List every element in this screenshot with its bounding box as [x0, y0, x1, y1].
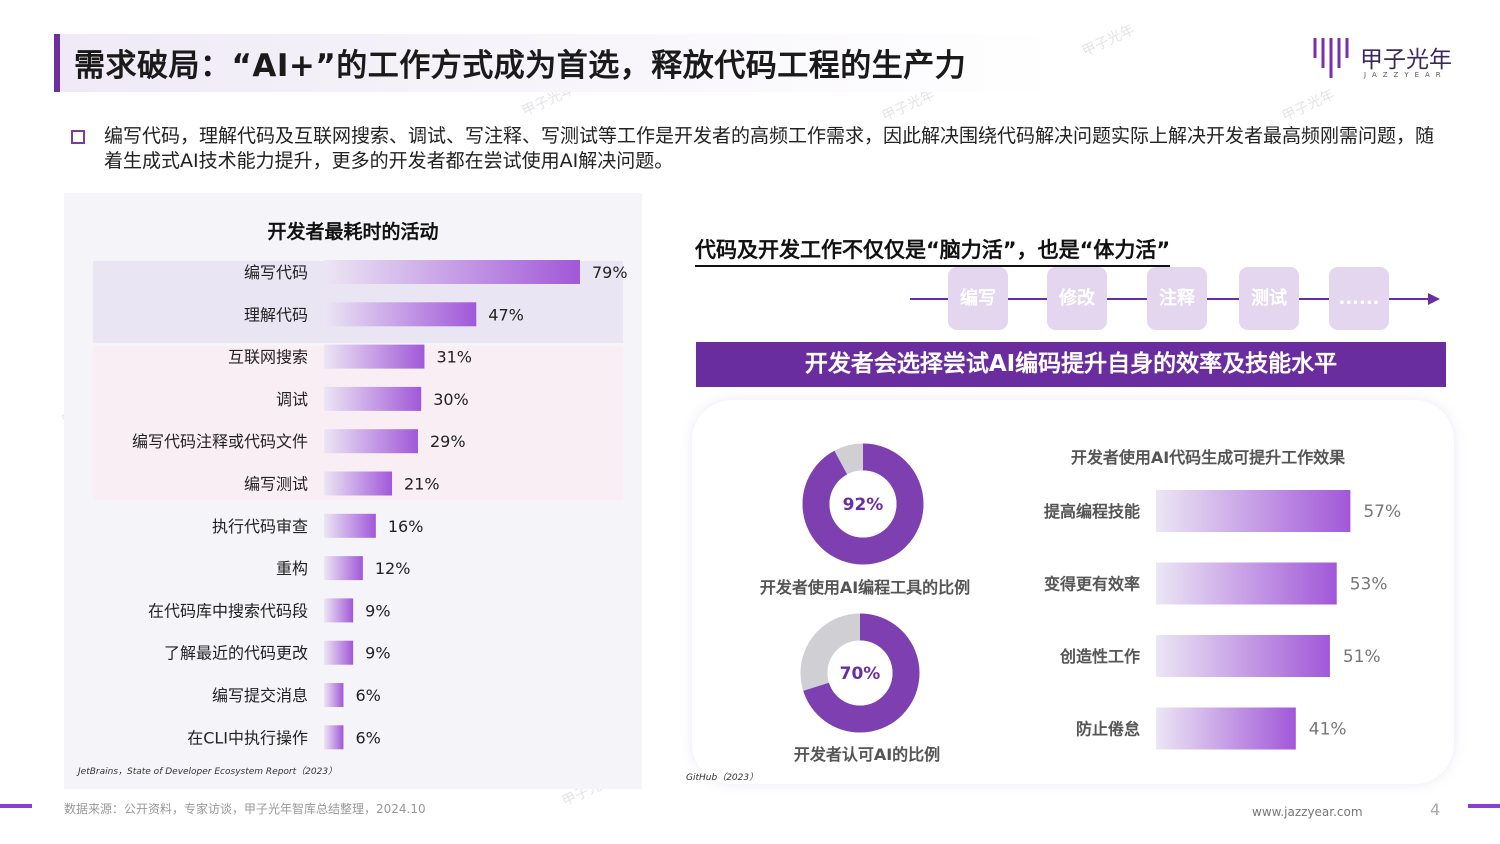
- logo-text: 甲子光年: [1360, 47, 1452, 73]
- benefit-value-label: 57%: [1363, 502, 1401, 522]
- bar: [324, 725, 344, 750]
- donut-center: [829, 470, 897, 538]
- workflow-step: 编写: [948, 267, 1008, 330]
- bar: [324, 344, 425, 369]
- bar: [324, 386, 422, 411]
- benefit-category-label: 变得更有效率: [1044, 575, 1140, 594]
- conclusion-banner: 开发者会选择尝试AI编码提升自身的效率及技能水平: [696, 342, 1446, 387]
- ai-recognition-donut: 70%: [800, 613, 920, 733]
- bar: [324, 302, 477, 327]
- page-title: 需求破局：“AI+”的工作方式成为首选，释放代码工程的生产力: [74, 48, 967, 84]
- logo-mark-icon: [1313, 38, 1349, 78]
- left-chart-title: 开发者最耗时的活动: [267, 221, 439, 243]
- bar-category-label: 调试: [276, 390, 308, 409]
- bar: [324, 471, 393, 496]
- donut-center: [827, 640, 893, 706]
- bar-category-label: 编写代码注释或代码文件: [132, 432, 308, 451]
- bar: [324, 640, 354, 665]
- title-accent-bar: [54, 34, 60, 92]
- watermark: 甲子光年: [1079, 21, 1138, 60]
- footer-url: www.jazzyear.com: [1252, 805, 1363, 819]
- benefit-category-label: 提高编程技能: [1044, 502, 1140, 521]
- benefit-category-label: 创造性工作: [1059, 647, 1140, 666]
- bar-value-label: 79%: [592, 263, 628, 282]
- bar-value-label: 29%: [430, 432, 466, 451]
- bar: [324, 556, 363, 581]
- benefit-bar: [1156, 490, 1351, 532]
- bar-value-label: 21%: [404, 475, 440, 494]
- donut1-label: 开发者使用AI编程工具的比例: [759, 578, 971, 597]
- workflow-step: 测试: [1239, 267, 1299, 330]
- intro-text: 编写代码，理解代码及互联网搜索、调试、写注释、写测试等工作是开发者的高频工作需求…: [104, 125, 1435, 172]
- footer-accent-left: [0, 804, 32, 808]
- title-background: [60, 34, 1060, 92]
- bar-category-label: 在CLI中执行操作: [187, 728, 308, 747]
- benefit-value-label: 41%: [1309, 720, 1347, 740]
- benefit-bar: [1156, 635, 1330, 677]
- bar-category-label: 执行代码审查: [212, 517, 308, 536]
- bullet-square-icon: [71, 130, 85, 144]
- workflow-step: 注释: [1147, 267, 1207, 330]
- right-chart-source: GitHub（2023）: [686, 773, 759, 783]
- benefit-category-label: 防止倦怠: [1076, 720, 1140, 739]
- bar-value-label: 16%: [388, 517, 424, 536]
- benefit-bar: [1156, 707, 1296, 750]
- watermark: 甲子光年: [1279, 86, 1338, 125]
- bar: [324, 598, 354, 623]
- benefit-bar: [1156, 562, 1337, 605]
- bar-category-label: 重构: [276, 559, 308, 578]
- workflow-title: 代码及开发工作不仅仅是“脑力活”，也是“体力活”: [695, 234, 1171, 267]
- bar-category-label: 互联网搜索: [228, 348, 308, 367]
- workflow-step: 修改: [1047, 267, 1107, 330]
- donut-segment: [800, 613, 920, 733]
- bar-category-label: 编写代码: [244, 263, 308, 282]
- bar-value-label: 6%: [355, 728, 380, 747]
- bar: [324, 260, 580, 284]
- bar-category-label: 编写提交消息: [212, 686, 308, 705]
- time-consuming-activities-chart: 编写代码 79% 理解代码 47% 互联网搜索 31% 调试 30% 编写代码注释或代码文件 29…: [132, 260, 628, 750]
- bar-value-label: 30%: [433, 390, 469, 409]
- footer-source: 数据来源：公开资料，专家访谈，甲子光年智库总结整理，2024.10: [64, 802, 426, 816]
- bar: [324, 429, 418, 454]
- donut-segment: [802, 443, 924, 565]
- logo-subtext: JAZZYEAR: [1364, 71, 1447, 79]
- ai-tool-usage-donut: 92%: [802, 443, 924, 565]
- bar-category-label: 在代码库中搜索代码段: [148, 601, 308, 620]
- footer-accent-right: [1468, 804, 1500, 808]
- page-number: 4: [1430, 800, 1441, 819]
- bar-category-label: 理解代码: [244, 305, 308, 324]
- bar-value-label: 47%: [488, 305, 524, 324]
- bar-value-label: 31%: [436, 348, 472, 367]
- benefit-chart-title: 开发者使用AI代码生成可提升工作效果: [1070, 448, 1346, 467]
- bar-value-label: 6%: [355, 686, 380, 705]
- left-chart-source: JetBrains，State of Developer Ecosystem R…: [78, 767, 338, 777]
- benefit-value-label: 51%: [1343, 647, 1381, 667]
- benefit-value-label: 53%: [1350, 575, 1388, 595]
- ai-benefit-chart: 提高编程技能 57% 变得更有效率 53% 创造性工作 51% 防止倦怠 41%: [1044, 490, 1401, 750]
- donut2-label: 开发者认可AI的比例: [793, 745, 941, 764]
- bar-category-label: 了解最近的代码更改: [164, 644, 308, 663]
- bar-category-label: 编写测试: [244, 475, 308, 494]
- bar: [324, 513, 376, 538]
- donut-value-label: 70%: [840, 664, 881, 684]
- bar-value-label: 9%: [365, 644, 390, 663]
- workflow-step: ......: [1329, 267, 1389, 330]
- bar: [324, 683, 344, 707]
- bar-value-label: 9%: [365, 601, 390, 620]
- bar-value-label: 12%: [375, 559, 411, 578]
- donut-value-label: 92%: [843, 495, 884, 515]
